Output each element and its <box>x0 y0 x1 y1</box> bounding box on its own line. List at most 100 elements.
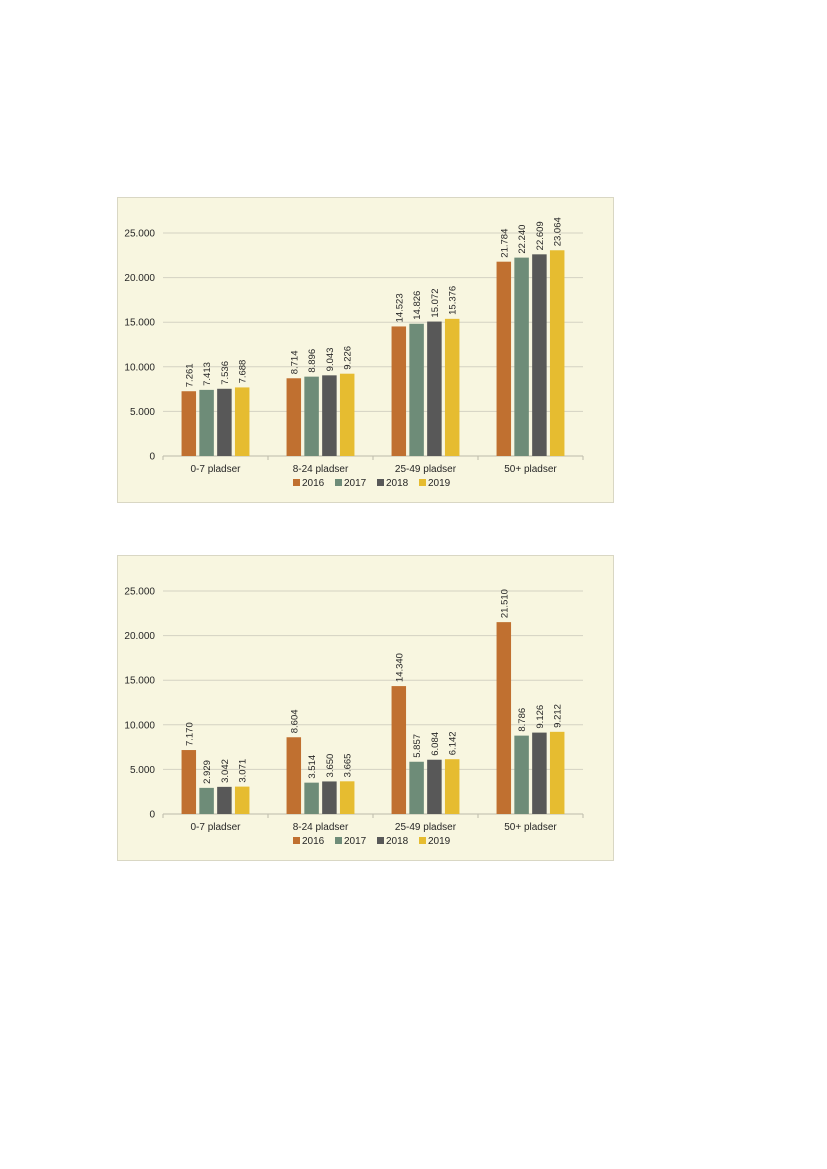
bar-2017 <box>409 323 424 456</box>
data-label-2016: 21.784 <box>499 229 510 258</box>
bar-2017 <box>304 376 319 456</box>
legend-swatch-2018 <box>377 837 384 844</box>
data-label-2017: 5.857 <box>412 734 423 758</box>
bar-2016 <box>496 261 512 456</box>
data-label-2018: 3.650 <box>325 754 336 778</box>
data-label-2019: 9.226 <box>343 346 354 370</box>
legend-label-2017: 2017 <box>344 478 367 489</box>
y-tick-label: 5.000 <box>130 407 155 418</box>
legend-swatch-2019 <box>419 837 426 844</box>
data-label-2019: 7.688 <box>238 360 249 384</box>
data-label-2019: 3.071 <box>238 759 249 783</box>
y-tick-label: 10.000 <box>124 362 155 373</box>
y-tick-label: 0 <box>149 810 155 821</box>
bar-2018 <box>427 759 442 814</box>
bar-2018 <box>217 388 232 456</box>
bar-2018 <box>427 321 442 456</box>
bar-2017 <box>199 389 214 456</box>
data-label-2017: 7.413 <box>202 362 213 386</box>
data-label-2017: 22.240 <box>517 225 528 254</box>
x-category-label: 50+ pladser <box>504 822 557 833</box>
bar-2016 <box>181 391 197 456</box>
legend-swatch-2018 <box>377 479 384 486</box>
data-label-2018: 7.536 <box>220 361 231 385</box>
data-label-2017: 2.929 <box>202 760 213 784</box>
bar-2019 <box>444 318 460 456</box>
bar-2018 <box>322 375 337 456</box>
bar-2019 <box>234 387 250 456</box>
bar-2019 <box>549 731 565 814</box>
bar-2019 <box>339 373 355 456</box>
bar-2016 <box>286 378 302 456</box>
bar-2017 <box>304 782 319 814</box>
bar-2016 <box>391 326 407 456</box>
data-label-2016: 21.510 <box>499 589 510 618</box>
bar-2017 <box>514 735 529 814</box>
y-tick-label: 25.000 <box>124 587 155 598</box>
legend-swatch-2017 <box>335 479 342 486</box>
y-tick-label: 20.000 <box>124 273 155 284</box>
bar-2017 <box>409 761 424 814</box>
data-label-2016: 8.714 <box>289 350 300 374</box>
data-label-2017: 8.896 <box>307 349 318 373</box>
bar-2017 <box>199 787 214 814</box>
data-label-2019: 9.212 <box>553 704 564 728</box>
data-label-2016: 8.604 <box>289 709 300 733</box>
data-label-2019: 15.376 <box>448 286 459 315</box>
legend-label-2018: 2018 <box>386 836 409 847</box>
x-category-label: 8-24 pladser <box>293 464 349 475</box>
legend-swatch-2017 <box>335 837 342 844</box>
y-tick-label: 5.000 <box>130 765 155 776</box>
legend-swatch-2016 <box>293 837 300 844</box>
bar-2018 <box>532 732 547 814</box>
bar-2018 <box>322 781 337 814</box>
bar-2016 <box>496 622 512 814</box>
data-label-2018: 3.042 <box>220 759 231 783</box>
data-label-2016: 14.523 <box>394 293 405 322</box>
x-category-label: 0-7 pladser <box>190 464 241 475</box>
legend-label-2016: 2016 <box>302 836 325 847</box>
data-label-2018: 9.126 <box>535 705 546 729</box>
legend-label-2018: 2018 <box>386 478 409 489</box>
y-tick-label: 15.000 <box>124 676 155 687</box>
data-label-2018: 22.609 <box>535 221 546 250</box>
bar-2016 <box>286 737 302 814</box>
bar-2017 <box>514 257 529 456</box>
bar-2019 <box>339 781 355 814</box>
chart-2: 0 5.000 10.000 15.000 20.000 25.000 0-7 pladse… <box>117 555 614 861</box>
data-label-2016: 7.261 <box>184 363 195 387</box>
bar-2019 <box>549 250 565 456</box>
data-label-2017: 14.826 <box>412 291 423 320</box>
x-category-label: 0-7 pladser <box>190 822 241 833</box>
bar-2016 <box>391 686 407 814</box>
y-tick-label: 10.000 <box>124 720 155 731</box>
x-category-label: 25-49 pladser <box>395 822 457 833</box>
data-label-2019: 3.665 <box>343 754 354 778</box>
y-tick-label: 15.000 <box>124 318 155 329</box>
legend-label-2016: 2016 <box>302 478 325 489</box>
bar-2016 <box>181 750 197 814</box>
bar-2019 <box>444 759 460 814</box>
data-label-2019: 6.142 <box>448 731 459 755</box>
data-label-2018: 15.072 <box>430 288 441 317</box>
chart-1: 0 5.000 10.000 15.000 20.000 25.000 0-7 pladse… <box>117 197 614 503</box>
chart-1-svg: 0 5.000 10.000 15.000 20.000 25.000 0-7 pladse… <box>124 217 584 489</box>
y-tick-label: 0 <box>149 452 155 463</box>
legend-label-2019: 2019 <box>428 836 451 847</box>
legend-swatch-2019 <box>419 479 426 486</box>
chart-2-svg: 0 5.000 10.000 15.000 20.000 25.000 0-7 pladse… <box>124 587 584 847</box>
data-label-2017: 3.514 <box>307 755 318 779</box>
legend-label-2017: 2017 <box>344 836 367 847</box>
data-label-2018: 6.084 <box>430 732 441 756</box>
bar-2019 <box>234 786 250 814</box>
data-label-2016: 7.170 <box>184 722 195 746</box>
bar-2018 <box>217 786 232 814</box>
data-label-2018: 9.043 <box>325 348 336 372</box>
y-tick-label: 25.000 <box>124 229 155 240</box>
x-category-label: 50+ pladser <box>504 464 557 475</box>
data-label-2019: 23.064 <box>553 217 564 246</box>
x-category-label: 25-49 pladser <box>395 464 457 475</box>
x-category-label: 8-24 pladser <box>293 822 349 833</box>
data-label-2017: 8.786 <box>517 708 528 732</box>
bar-2018 <box>532 254 547 456</box>
